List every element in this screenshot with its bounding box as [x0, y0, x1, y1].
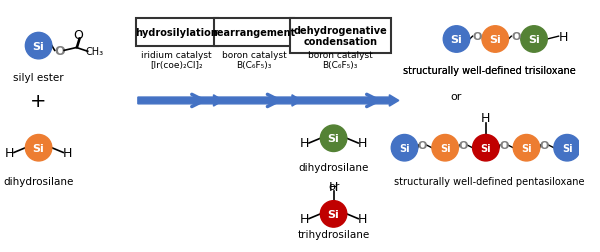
Text: rearrangement: rearrangement — [212, 28, 296, 38]
Text: O: O — [540, 140, 549, 150]
Text: dihydrosilane: dihydrosilane — [298, 162, 369, 172]
Circle shape — [443, 27, 470, 53]
Circle shape — [25, 33, 52, 60]
Text: Si: Si — [33, 41, 44, 51]
Text: Si: Si — [451, 35, 463, 45]
Circle shape — [391, 135, 418, 161]
Text: structurally well-defined trisiloxane: structurally well-defined trisiloxane — [403, 66, 576, 76]
Text: hydrosilylation: hydrosilylation — [135, 28, 218, 38]
Text: silyl ester: silyl ester — [13, 73, 64, 82]
Text: Si: Si — [328, 209, 340, 219]
Text: or: or — [328, 181, 339, 191]
Circle shape — [482, 27, 508, 53]
Circle shape — [320, 125, 347, 152]
Text: Si: Si — [528, 35, 540, 45]
Text: H: H — [63, 146, 73, 159]
Text: O: O — [54, 45, 65, 58]
FancyArrow shape — [217, 96, 301, 107]
Text: Si: Si — [399, 143, 410, 153]
Text: O: O — [418, 140, 427, 150]
Text: H: H — [299, 212, 309, 225]
FancyBboxPatch shape — [290, 19, 391, 54]
Text: trihydrosilane: trihydrosilane — [298, 229, 370, 239]
Text: O: O — [473, 32, 482, 42]
Text: or: or — [451, 91, 462, 101]
Text: H: H — [299, 137, 309, 150]
Circle shape — [513, 135, 539, 161]
Text: dehydrogenative
condensation: dehydrogenative condensation — [293, 26, 387, 47]
Text: H: H — [329, 180, 338, 193]
Text: boron catalyst
B(C₆F₅)₃: boron catalyst B(C₆F₅)₃ — [222, 51, 287, 70]
Circle shape — [554, 135, 580, 161]
Circle shape — [25, 135, 52, 161]
Text: O: O — [499, 140, 508, 150]
Text: H: H — [5, 146, 14, 159]
Text: +: + — [31, 91, 47, 111]
Text: Si: Si — [490, 35, 501, 45]
Text: structurally well-defined trisiloxane: structurally well-defined trisiloxane — [403, 66, 576, 76]
FancyArrow shape — [138, 96, 223, 107]
Circle shape — [320, 201, 347, 227]
Text: Si: Si — [521, 143, 532, 153]
Text: Si: Si — [328, 134, 340, 144]
Text: H: H — [559, 30, 568, 44]
Text: Si: Si — [481, 143, 491, 153]
Text: O: O — [511, 32, 521, 42]
FancyBboxPatch shape — [214, 19, 294, 46]
Text: iridium catalyst
[Ir(coe)₂Cl]₂: iridium catalyst [Ir(coe)₂Cl]₂ — [142, 51, 212, 70]
Circle shape — [432, 135, 458, 161]
Text: Si: Si — [33, 143, 44, 153]
Text: structurally well-defined pentasiloxane: structurally well-defined pentasiloxane — [394, 176, 585, 186]
Text: Si: Si — [562, 143, 572, 153]
Text: O: O — [73, 29, 83, 42]
Circle shape — [521, 27, 547, 53]
Text: O: O — [458, 140, 468, 150]
Text: dihydrosilane: dihydrosilane — [4, 176, 74, 186]
Text: boron catalyst
B(C₆F₅)₃: boron catalyst B(C₆F₅)₃ — [308, 51, 373, 70]
Text: CH₃: CH₃ — [85, 47, 103, 57]
Text: H: H — [481, 112, 490, 124]
Text: H: H — [358, 212, 368, 225]
FancyBboxPatch shape — [136, 19, 218, 46]
Circle shape — [473, 135, 499, 161]
Text: H: H — [358, 137, 368, 150]
FancyArrow shape — [295, 96, 399, 107]
Text: Si: Si — [440, 143, 451, 153]
